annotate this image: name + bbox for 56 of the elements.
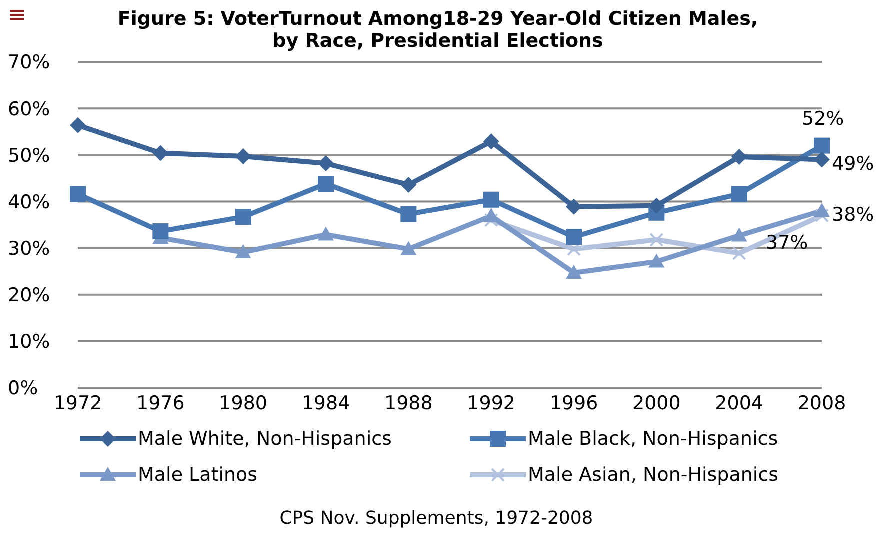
y-tick-label: 20% — [8, 284, 50, 307]
point — [318, 176, 334, 192]
point — [484, 213, 498, 228]
legend-label: Male Black, Non-Hispanics — [528, 428, 778, 450]
x-tick-label: 2004 — [715, 392, 764, 414]
point — [400, 176, 417, 193]
point — [814, 138, 830, 154]
x-tick-label: 1988 — [384, 392, 433, 414]
chart-title: Figure 5: VoterTurnout Among18-29 Year-Old Citizen Males, by Race, Presidential Elections — [116, 8, 760, 52]
y-tick-label: 50% — [8, 144, 50, 167]
data-label: 49% — [832, 152, 874, 176]
x-tick-label: 1996 — [550, 392, 598, 414]
point — [483, 192, 500, 208]
legend-label: Male White, Non-Hispanics — [138, 428, 392, 450]
data-label: 52% — [802, 108, 844, 130]
x-tick-label: 2008 — [798, 392, 846, 414]
x-tick-label: 1984 — [302, 392, 350, 414]
point — [648, 254, 665, 268]
point — [732, 246, 746, 260]
y-tick-label: 60% — [8, 98, 50, 120]
y-tick-label: 30% — [8, 238, 50, 260]
point — [814, 203, 830, 218]
point — [70, 186, 86, 202]
legend-label: Male Asian, Non-Hispanics — [528, 464, 779, 486]
point — [731, 186, 748, 202]
x-tick-label: 2000 — [632, 392, 681, 414]
y-tick-label: 40% — [8, 191, 50, 214]
data-label: 38% — [832, 204, 874, 226]
point — [318, 156, 334, 172]
y-tick-label: 70% — [8, 52, 50, 74]
data-label: 37% — [766, 232, 808, 254]
point — [400, 206, 417, 222]
point — [235, 244, 252, 258]
point — [566, 198, 582, 215]
point — [235, 209, 252, 226]
x-tick-label: 1976 — [136, 392, 185, 414]
point — [483, 134, 500, 150]
x-tick-label: 1980 — [219, 392, 268, 414]
point — [814, 152, 830, 168]
text: CPS Nov. Supplements, 1972-2008 — [278, 508, 594, 529]
x-tick-label: 1972 — [54, 392, 102, 414]
point — [566, 229, 582, 246]
y-tick-label: 10% — [8, 331, 50, 354]
point — [815, 208, 829, 223]
point — [566, 264, 582, 279]
point — [648, 198, 665, 214]
point — [318, 226, 334, 241]
point — [152, 224, 169, 240]
point — [731, 228, 748, 242]
point — [70, 117, 86, 134]
point — [400, 241, 417, 256]
x-tick-label: 1992 — [467, 392, 516, 414]
y-tick-label: 0% — [8, 378, 38, 400]
legend-label: Male Latinos — [138, 464, 258, 486]
point — [731, 149, 748, 166]
point — [650, 232, 664, 247]
